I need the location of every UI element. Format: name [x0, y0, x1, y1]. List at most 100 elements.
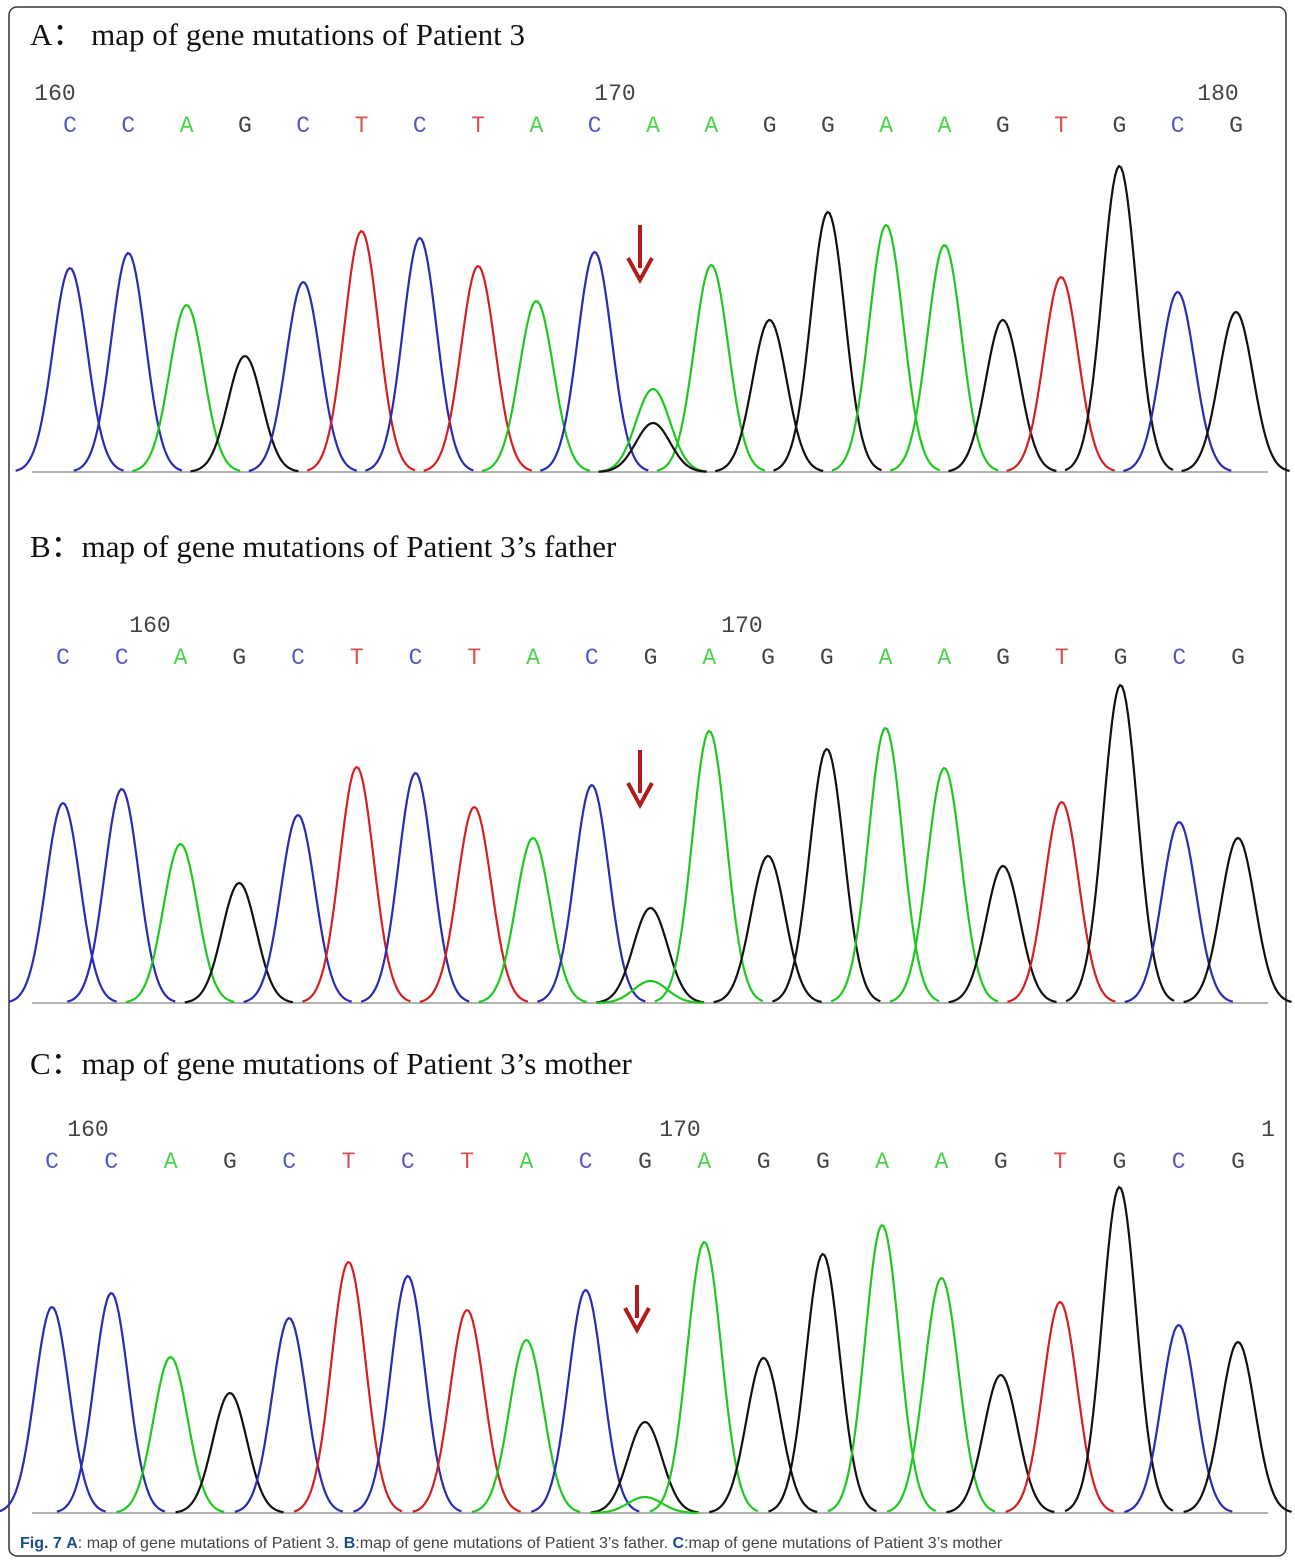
peak	[57, 1293, 165, 1512]
peak	[657, 265, 765, 471]
base-letter: G	[763, 113, 777, 139]
base-letter: G	[644, 645, 658, 671]
caption-label: Fig. 7	[20, 1535, 62, 1552]
base-letter: T	[1053, 1149, 1067, 1175]
peak	[596, 908, 704, 1002]
base-letter: G	[996, 113, 1010, 139]
base-letter: C	[296, 113, 310, 139]
base-letter: C	[121, 113, 135, 139]
base-letter: A	[879, 645, 893, 671]
caption-text: : map of gene mutations of Patient 3.	[78, 1535, 344, 1552]
peak	[1065, 166, 1173, 470]
position-number: 160	[34, 81, 75, 107]
peak	[420, 807, 528, 1002]
panel: B：map of gene mutations of Patient 3’s f…	[9, 529, 1292, 1003]
base-letter: A	[526, 645, 540, 671]
frame	[9, 7, 1286, 1556]
peak	[887, 1278, 995, 1512]
base-letter: G	[232, 645, 246, 671]
base-letter: G	[1231, 1149, 1245, 1175]
peak	[307, 231, 415, 471]
base-letter: G	[996, 645, 1010, 671]
peak	[249, 282, 357, 471]
base-letter: T	[471, 113, 485, 139]
base-letter: T	[1054, 113, 1068, 139]
base-letter: G	[1114, 645, 1128, 671]
caption-label: C	[673, 1535, 685, 1552]
base-letter: A	[704, 113, 718, 139]
base-letter: C	[115, 645, 129, 671]
page: Sequencing chromatograms {"base_colors":…	[0, 0, 1295, 1560]
peak	[424, 266, 532, 471]
position-number: 1	[1261, 1117, 1275, 1143]
base-letter: G	[816, 1149, 830, 1175]
base-letter: A	[519, 1149, 533, 1175]
base-letter: T	[355, 113, 369, 139]
base-letter: T	[460, 1149, 474, 1175]
peak	[591, 1422, 699, 1513]
peak	[294, 1262, 402, 1511]
base-letter: A	[180, 113, 194, 139]
base-letter: A	[529, 113, 543, 139]
panel: C：map of gene mutations of Patient 3’s m…	[0, 1046, 1292, 1513]
position-number: 180	[1197, 81, 1238, 107]
base-letter: A	[697, 1149, 711, 1175]
peak	[116, 1357, 224, 1512]
base-letter: A	[938, 113, 952, 139]
base-letter: G	[238, 113, 252, 139]
caption-text: :map of gene mutations of Patient 3’s mo…	[684, 1535, 1003, 1552]
base-letter: C	[1172, 645, 1186, 671]
base-letter: G	[1112, 113, 1126, 139]
peak	[67, 789, 175, 1002]
base-letter: C	[63, 113, 77, 139]
base-letter: G	[761, 645, 775, 671]
peak	[540, 252, 648, 471]
base-letter: G	[1229, 113, 1243, 139]
peak	[599, 389, 707, 472]
base-letter: G	[1112, 1149, 1126, 1175]
base-letter: A	[646, 113, 660, 139]
position-number: 170	[659, 1117, 700, 1143]
peak	[1006, 1302, 1114, 1512]
base-letter: A	[164, 1149, 178, 1175]
base-letter: C	[282, 1149, 296, 1175]
base-letter: T	[467, 645, 481, 671]
base-letter: T	[1055, 645, 1069, 671]
base-letter: C	[401, 1149, 415, 1175]
base-letter: C	[1171, 113, 1185, 139]
peak	[774, 212, 882, 470]
figure: Fig. 7 A: map of gene mutations of Patie…	[0, 0, 1295, 1560]
peak	[831, 728, 939, 1001]
secondary-peak	[596, 981, 704, 1003]
peak	[132, 305, 240, 471]
base-letter: G	[757, 1149, 771, 1175]
base-letter: T	[350, 645, 364, 671]
peak	[482, 301, 590, 471]
peak	[948, 320, 1056, 471]
panel: A： map of gene mutations of Patient 3160…	[16, 17, 1290, 472]
peak	[828, 1225, 936, 1511]
base-letter: C	[588, 113, 602, 139]
peak	[1007, 277, 1115, 471]
peak	[1007, 802, 1115, 1002]
position-number: 160	[129, 613, 170, 639]
peak	[1066, 685, 1174, 1001]
base-letter: C	[104, 1149, 118, 1175]
base-letter: C	[413, 113, 427, 139]
position-number: 170	[721, 613, 762, 639]
base-letter: G	[1231, 645, 1245, 671]
base-letter: G	[638, 1149, 652, 1175]
peak	[890, 768, 998, 1002]
peak	[479, 838, 587, 1002]
base-letter: G	[994, 1149, 1008, 1175]
base-letter: A	[702, 645, 716, 671]
panel-title: B：map of gene mutations of Patient 3’s f…	[30, 529, 617, 564]
caption-label: B	[344, 1535, 356, 1552]
caption-label: A	[66, 1535, 78, 1552]
peak	[185, 883, 293, 1002]
base-letter: A	[879, 113, 893, 139]
panel-title: C：map of gene mutations of Patient 3’s m…	[30, 1046, 632, 1081]
base-letter: G	[820, 645, 834, 671]
peak	[176, 1393, 284, 1512]
peak	[302, 767, 410, 1002]
